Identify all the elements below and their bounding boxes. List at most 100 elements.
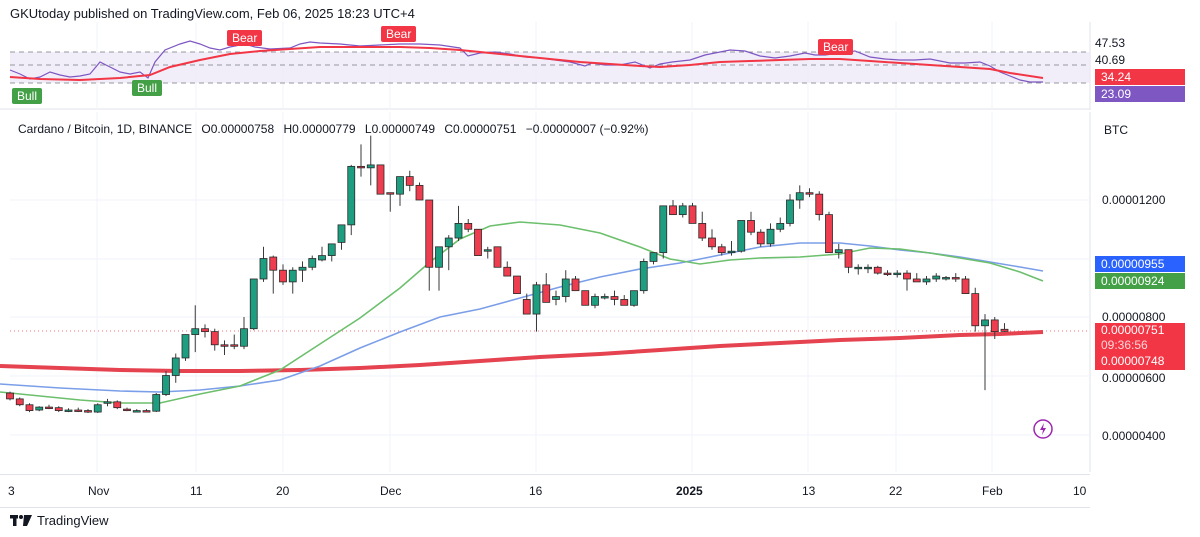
rsi-value-tag: 23.09 <box>1095 86 1185 102</box>
candle <box>990 319 999 333</box>
candle <box>610 296 619 300</box>
candle <box>669 205 677 216</box>
candle <box>132 410 141 413</box>
candle <box>786 199 794 224</box>
candle <box>103 401 112 404</box>
candle <box>415 184 424 201</box>
price-axis-tick: 0.00000400 <box>1102 429 1166 443</box>
time-axis-tick: Feb <box>982 484 1003 498</box>
candle <box>844 249 853 268</box>
candle <box>942 277 950 280</box>
publish-header: GKUtoday published on TradingView.com, F… <box>10 6 415 21</box>
candle <box>737 220 746 252</box>
ohlc-open: O0.00000758 <box>201 122 275 136</box>
bear-signal-label: Bear <box>227 30 263 46</box>
candle <box>873 266 882 274</box>
candle <box>347 165 356 226</box>
candle <box>961 278 970 295</box>
candle <box>288 269 297 283</box>
oscillator-axis-tick: 47.53 <box>1095 36 1126 50</box>
candle <box>376 164 385 195</box>
ma-green-value-tag: 0.00000924 <box>1095 273 1185 289</box>
candle <box>532 284 541 315</box>
candle <box>327 243 336 256</box>
candle <box>727 250 736 254</box>
ohlc-high: H0.00000779 <box>283 122 356 136</box>
candle <box>756 231 765 245</box>
last-price-value: 0.00000751 <box>1101 323 1165 337</box>
time-axis-tick: Nov <box>88 484 110 498</box>
oscillator-axis-tick: 40.69 <box>1095 53 1126 67</box>
candle <box>815 193 824 216</box>
candle <box>240 328 248 347</box>
candle <box>454 223 463 239</box>
ma-blue-value-tag: 0.00000955 <box>1095 256 1185 272</box>
candle <box>64 409 73 412</box>
brand-name: TradingView <box>37 513 109 528</box>
time-axis-tick: 16 <box>529 484 543 498</box>
candle <box>981 319 989 327</box>
candle <box>825 214 833 254</box>
candle <box>425 199 434 268</box>
candle <box>893 272 902 276</box>
candle <box>269 256 278 271</box>
candle <box>659 205 668 254</box>
ma-red-value: 0.00000748 <box>1101 354 1165 368</box>
candle <box>912 278 921 283</box>
candle <box>93 404 102 413</box>
oscillator-pane[interactable]: Bull Bull Bear Bear Bear 47.53 40.69 34.… <box>0 22 1200 110</box>
bull-signal-label: Bull <box>12 88 43 104</box>
candle <box>503 266 512 277</box>
time-axis-tick: 10 <box>1073 484 1087 498</box>
candle <box>366 164 375 169</box>
time-axis-tick: 22 <box>889 484 903 498</box>
candle <box>142 410 151 413</box>
lightning-icon[interactable] <box>1032 418 1054 440</box>
candle <box>747 220 755 233</box>
candle <box>776 223 785 230</box>
candle <box>464 223 473 230</box>
candle <box>396 176 404 195</box>
time-axis-tick: 13 <box>802 484 816 498</box>
candle <box>591 296 599 306</box>
bear-signal-label: Bear <box>381 26 417 42</box>
bull-signal-label: Bull <box>132 80 163 96</box>
candle <box>561 278 570 297</box>
time-axis[interactable]: 3 Nov 11 20 Dec 16 2025 13 22 Feb 10 <box>0 474 1090 508</box>
signal-value-tag: 34.24 <box>1095 69 1185 85</box>
candle <box>191 328 200 335</box>
time-axis-tick: 20 <box>276 484 290 498</box>
currency-label[interactable]: BTC <box>1104 123 1128 137</box>
symbol-name[interactable]: Cardano / Bitcoin, 1D, BINANCE <box>18 122 193 136</box>
candle <box>308 258 317 268</box>
candle <box>54 407 63 411</box>
candle <box>513 275 521 295</box>
candle <box>951 277 960 280</box>
candlestick-plot <box>0 112 1091 474</box>
price-chart-pane[interactable] <box>0 112 1200 474</box>
candle <box>123 408 131 412</box>
candle <box>552 296 560 300</box>
candle <box>766 228 775 245</box>
candle <box>971 293 980 327</box>
candle <box>181 334 190 359</box>
candle <box>883 272 892 276</box>
ohlc-low: L0.00000749 <box>364 122 435 136</box>
candle <box>639 261 648 292</box>
candle <box>542 284 551 303</box>
candle <box>630 290 638 306</box>
candle <box>444 237 453 248</box>
candle <box>854 266 863 270</box>
ohlc-close: C0.00000751 <box>444 122 517 136</box>
candle <box>483 249 492 252</box>
candle <box>162 375 170 395</box>
candle <box>493 246 502 268</box>
tradingview-logo[interactable]: TradingView <box>10 513 109 528</box>
candle <box>84 410 92 413</box>
candle <box>698 223 707 239</box>
candle <box>25 404 34 411</box>
candle <box>932 275 941 280</box>
candle <box>795 192 804 201</box>
candle <box>474 228 482 256</box>
candle <box>201 328 209 333</box>
